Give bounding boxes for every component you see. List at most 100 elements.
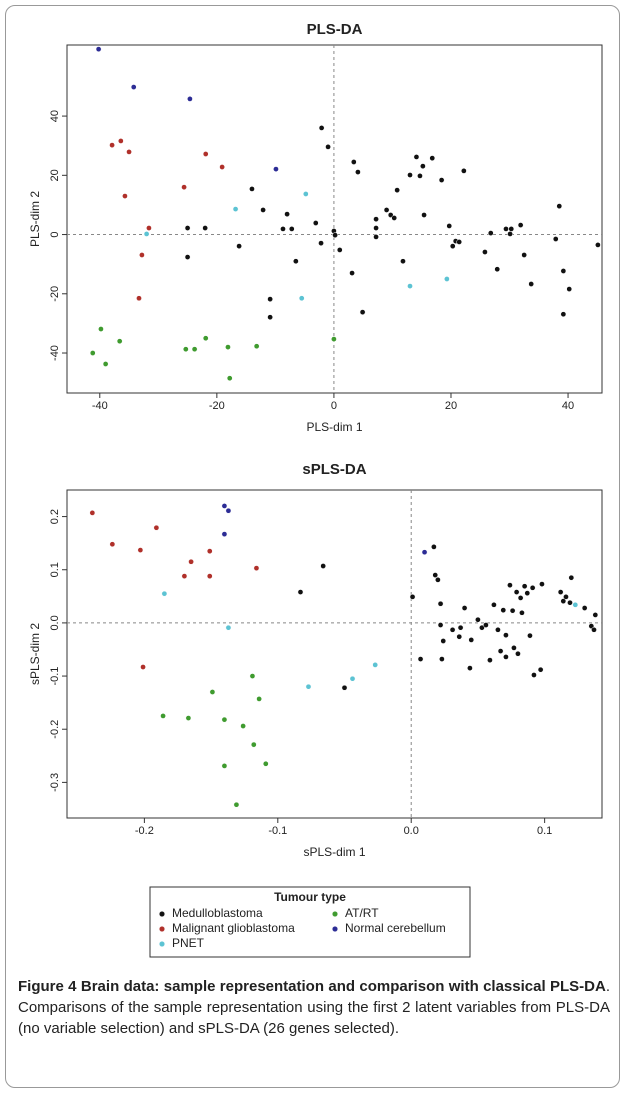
point <box>202 151 209 157</box>
point <box>202 225 208 231</box>
point <box>202 335 209 342</box>
point <box>509 607 516 614</box>
point <box>350 159 357 165</box>
point <box>293 258 299 265</box>
point <box>249 673 256 679</box>
point <box>383 207 390 213</box>
point <box>146 225 152 231</box>
chart-title: PLS-DA <box>307 21 363 38</box>
point <box>528 281 535 287</box>
y-tick-label: 0.0 <box>49 615 61 630</box>
point <box>297 589 304 595</box>
point <box>256 696 262 702</box>
point <box>560 598 567 604</box>
point <box>161 590 168 597</box>
point <box>253 565 260 571</box>
point <box>567 599 573 606</box>
point <box>531 672 537 678</box>
point <box>253 343 260 350</box>
point <box>359 309 366 315</box>
y-tick-label: -0.3 <box>49 773 61 792</box>
point <box>221 716 228 723</box>
point <box>507 231 513 237</box>
point <box>440 638 447 644</box>
point <box>444 276 450 282</box>
point <box>185 715 192 721</box>
point <box>529 584 536 591</box>
point <box>373 234 379 240</box>
point <box>236 243 242 249</box>
point <box>232 206 239 212</box>
point <box>182 346 189 353</box>
point <box>475 616 481 623</box>
point <box>109 541 116 548</box>
legend-marker <box>158 940 166 948</box>
x-tick-label: 0 <box>331 400 337 412</box>
point <box>437 600 444 607</box>
point <box>437 622 444 628</box>
chart-title: sPLS-DA <box>302 461 366 478</box>
caption: Figure 4 Brain data: sample representati… <box>18 976 610 1039</box>
point <box>503 654 509 660</box>
point <box>221 531 228 537</box>
point <box>417 173 423 179</box>
point <box>429 155 436 161</box>
point <box>373 216 379 222</box>
point <box>461 605 468 611</box>
point <box>184 225 191 231</box>
point <box>225 344 231 350</box>
point <box>435 576 441 583</box>
point <box>394 187 400 193</box>
point <box>552 236 559 242</box>
point <box>517 595 524 601</box>
point <box>497 648 504 654</box>
legend-marker <box>158 925 166 933</box>
point <box>557 589 564 595</box>
point <box>325 144 331 150</box>
legend-label: Medulloblastoma <box>172 906 263 920</box>
point <box>267 296 273 302</box>
legend-marker <box>331 910 339 918</box>
x-tick-label: 0.1 <box>537 825 552 837</box>
point <box>118 138 124 144</box>
point <box>305 683 312 690</box>
point <box>446 223 453 229</box>
caption-label: Figure 4 <box>18 978 77 995</box>
point <box>89 510 96 516</box>
point <box>409 594 416 600</box>
point <box>494 266 501 273</box>
point <box>431 544 437 550</box>
point <box>391 215 398 221</box>
point <box>413 154 420 160</box>
point <box>122 193 128 199</box>
y-tick-label: -40 <box>49 345 61 361</box>
point <box>181 184 187 191</box>
point <box>495 626 501 633</box>
point <box>221 503 228 509</box>
y-tick-label: 0.2 <box>49 509 61 524</box>
point <box>563 594 569 600</box>
x-tick-label: 0.0 <box>404 825 419 837</box>
point <box>527 632 533 639</box>
point <box>560 268 567 274</box>
y-tick-label: -0.1 <box>49 667 61 686</box>
point <box>521 583 528 590</box>
point <box>349 270 355 276</box>
point <box>503 632 509 638</box>
point <box>581 605 588 611</box>
point <box>449 626 456 633</box>
point <box>102 361 109 367</box>
point <box>312 220 319 226</box>
point <box>517 222 524 228</box>
point <box>521 252 527 258</box>
point <box>515 650 521 657</box>
point <box>187 96 193 102</box>
y-axis-label: sPLS-dim 2 <box>28 623 42 685</box>
point <box>267 314 273 321</box>
point <box>249 186 255 192</box>
point <box>372 662 379 668</box>
point <box>302 191 309 197</box>
point <box>136 295 142 302</box>
legend-marker <box>331 925 339 933</box>
